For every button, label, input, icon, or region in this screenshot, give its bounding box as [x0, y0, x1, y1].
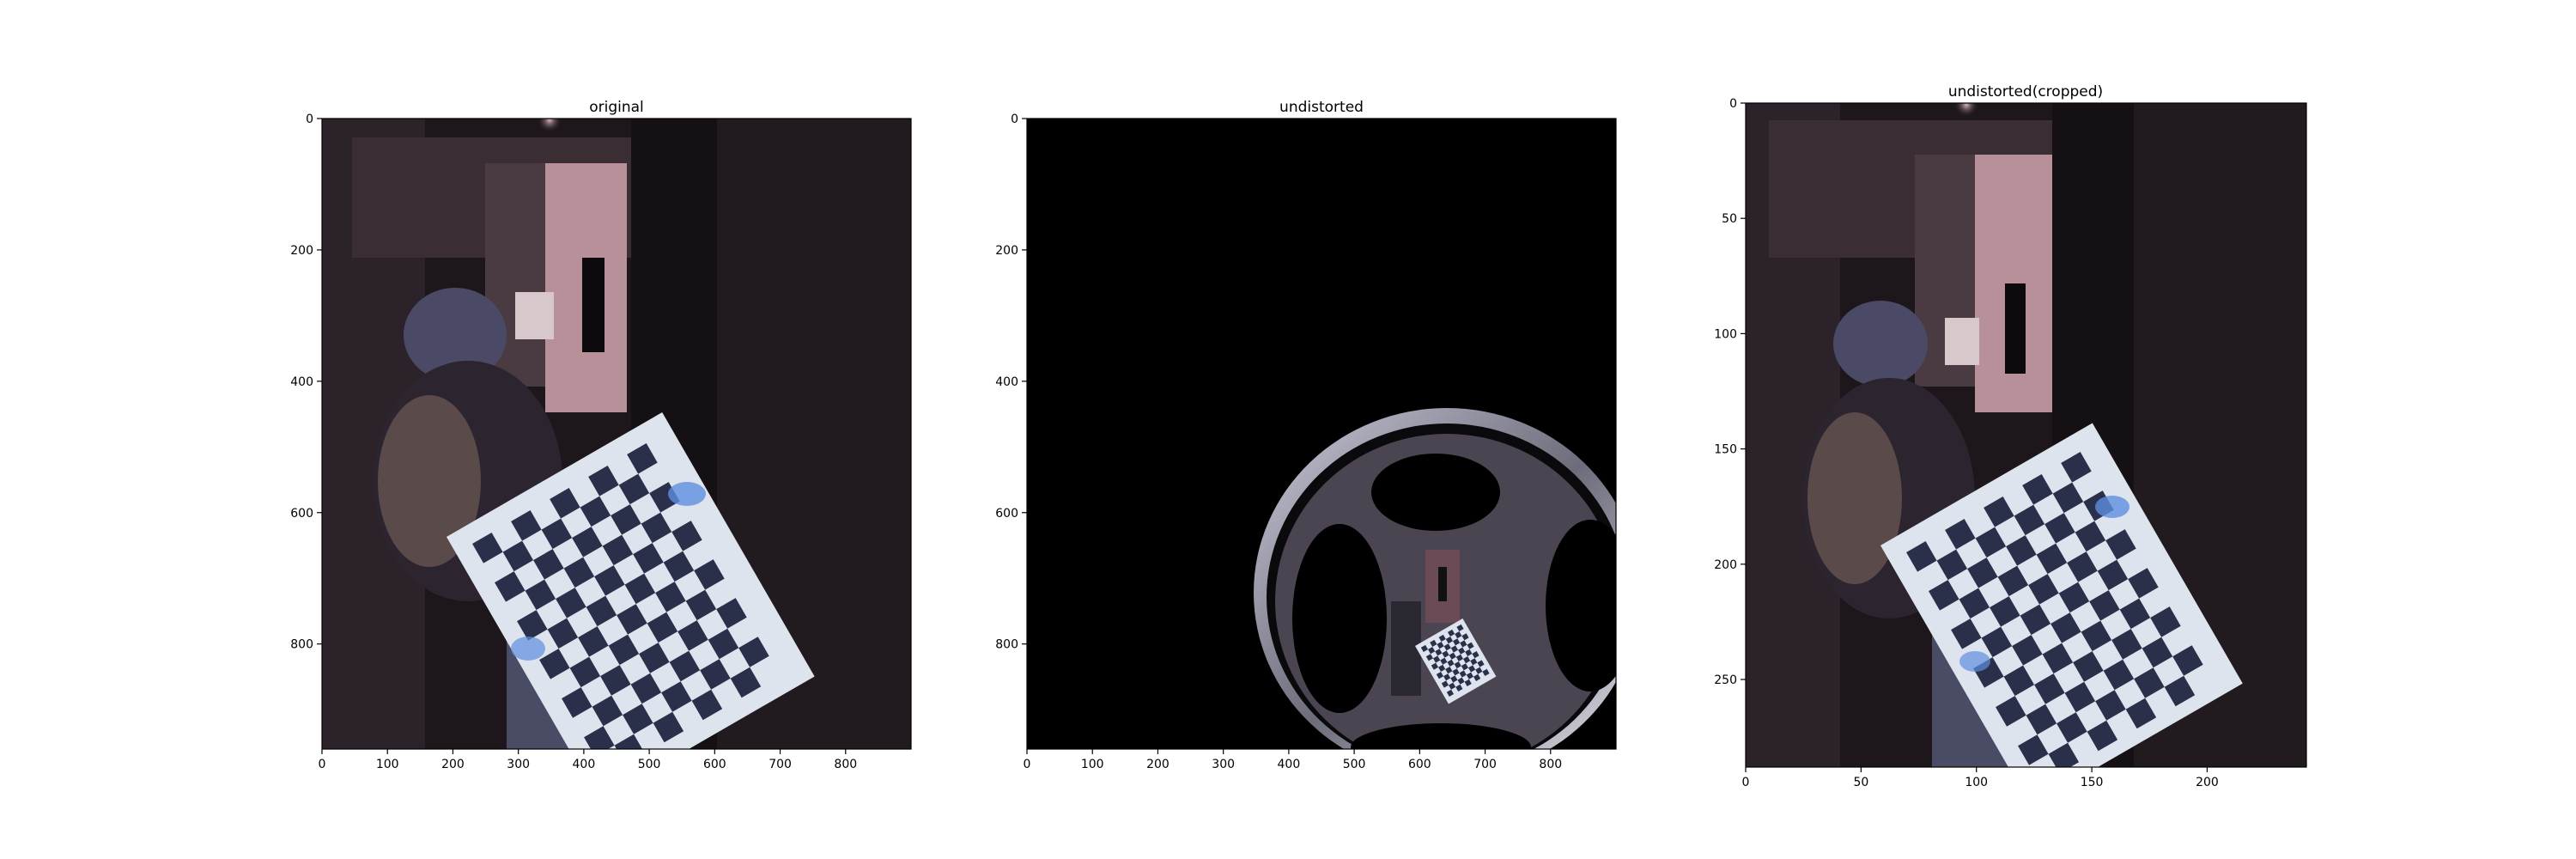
- y-tick-label: 50: [1722, 212, 1737, 226]
- x-tick-label: 100: [1965, 776, 1988, 789]
- x-tick-label: 0: [1024, 758, 1031, 771]
- y-tick-label: 600: [290, 507, 313, 521]
- y-tick-label: 150: [1714, 443, 1737, 457]
- x-tick-label: 200: [1146, 758, 1170, 771]
- y-tick-label: 200: [995, 244, 1018, 258]
- x-tick-label: 300: [507, 758, 530, 771]
- panel-undistorted: undistorted: [995, 99, 1617, 771]
- y-tick-label: 800: [995, 638, 1018, 652]
- y-tick-label: 800: [290, 638, 313, 652]
- x-tick-label: 100: [1081, 758, 1104, 771]
- x-tick-label: 300: [1212, 758, 1235, 771]
- panel-title-original: original: [589, 99, 644, 116]
- x-tick-label: 500: [1343, 758, 1366, 771]
- panel-original: original: [290, 99, 912, 771]
- x-tick-label: 200: [2196, 776, 2219, 789]
- y-tick-label: 250: [1714, 673, 1737, 687]
- y-tick-label: 600: [995, 507, 1018, 521]
- checkerboard-undistorted: [1415, 618, 1497, 704]
- image-undistorted: [1027, 119, 1616, 749]
- x-tick-label: 200: [441, 758, 465, 771]
- x-tick-label: 0: [319, 758, 326, 771]
- x-tick-label: 100: [376, 758, 399, 771]
- x-tick-label: 0: [1742, 776, 1750, 789]
- x-tick-label: 150: [2081, 776, 2104, 789]
- image-original: [322, 119, 911, 749]
- x-tick-label: 400: [573, 758, 596, 771]
- x-tick-label: 700: [1473, 758, 1497, 771]
- panel-cropped: undistorted(cropped): [1714, 83, 2307, 789]
- y-tick-label: 400: [290, 375, 313, 389]
- x-tick-label: 400: [1278, 758, 1301, 771]
- x-tick-label: 600: [1408, 758, 1431, 771]
- panel-title-undistorted: undistorted: [1279, 99, 1364, 116]
- y-tick-label: 0: [306, 113, 313, 126]
- panel-title-cropped: undistorted(cropped): [1948, 83, 2103, 101]
- y-tick-label: 0: [1011, 113, 1018, 126]
- y-tick-label: 100: [1714, 327, 1737, 341]
- y-tick-label: 200: [1714, 558, 1737, 572]
- y-tick-label: 0: [1729, 97, 1737, 111]
- y-tick-label: 400: [995, 375, 1018, 389]
- y-tick-label: 200: [290, 244, 313, 258]
- x-tick-label: 50: [1853, 776, 1868, 789]
- x-tick-label: 500: [638, 758, 661, 771]
- checkerboard-cropped: [1880, 423, 2243, 767]
- x-tick-label: 600: [703, 758, 726, 771]
- image-cropped: [1746, 103, 2306, 767]
- x-tick-label: 800: [1539, 758, 1562, 771]
- x-tick-label: 800: [834, 758, 857, 771]
- checkerboard-original: [447, 412, 815, 749]
- x-tick-label: 700: [769, 758, 792, 771]
